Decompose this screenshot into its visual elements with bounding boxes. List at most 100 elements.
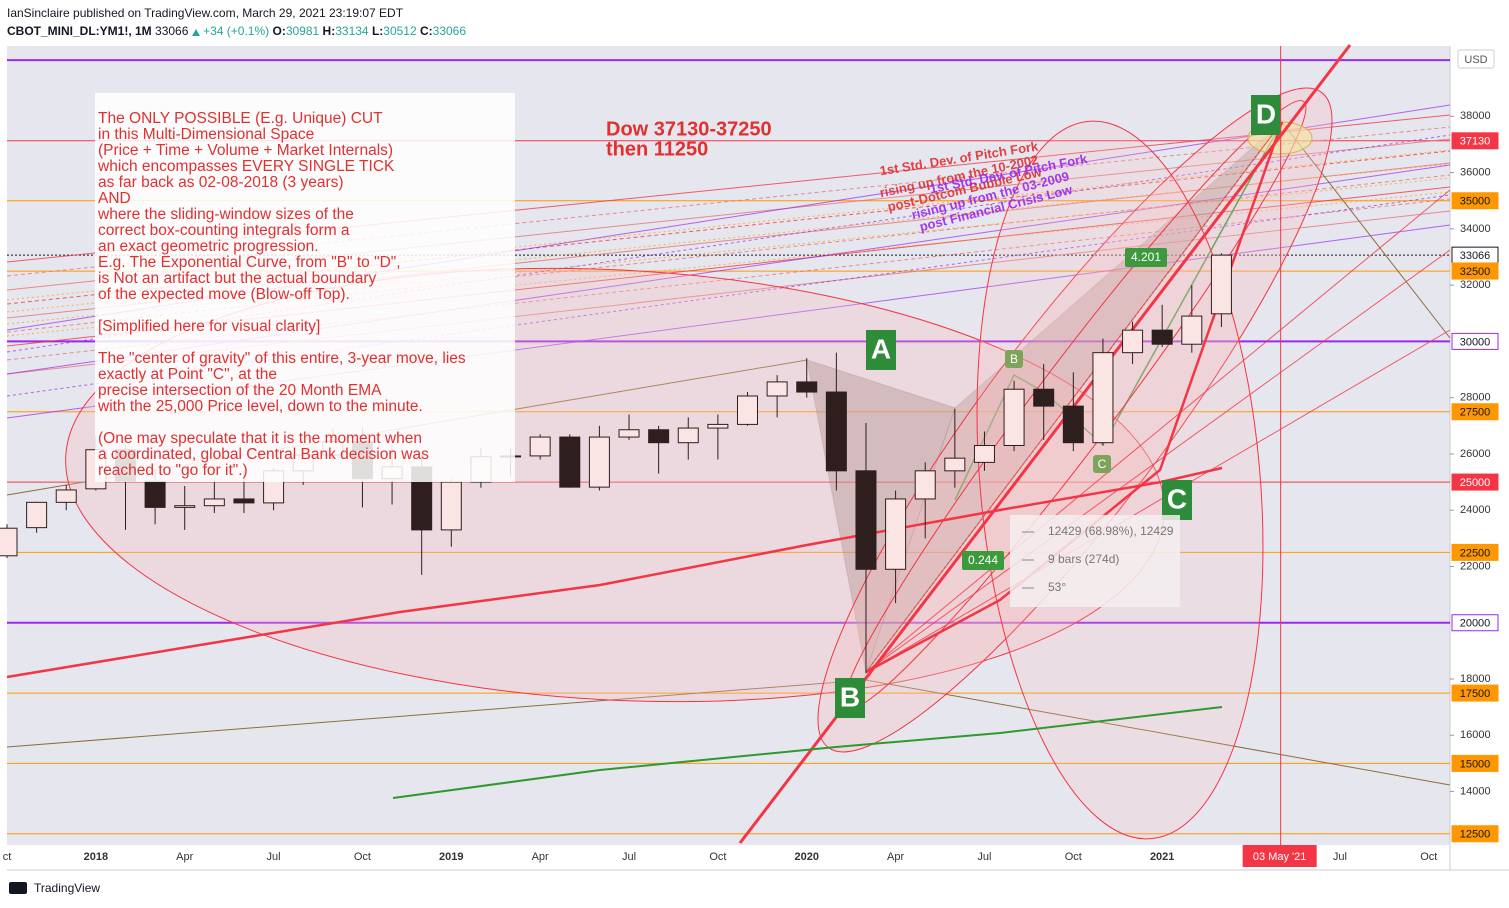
x-tick-label: Oct bbox=[709, 851, 726, 863]
measure-label: 9 bars (274d) bbox=[1048, 552, 1119, 566]
note-line: (Price + Time + Volume + Market Internal… bbox=[98, 142, 393, 159]
candle-body bbox=[737, 395, 758, 425]
price-axis bbox=[1450, 46, 1509, 870]
note-line: is Not an artifact but the actual bounda… bbox=[98, 270, 377, 287]
candle-body bbox=[796, 381, 818, 393]
drawing-line bbox=[865, 249, 1451, 673]
candle-body bbox=[677, 427, 699, 444]
candle-body bbox=[440, 481, 462, 531]
y-tick-label: 28000 bbox=[1460, 392, 1491, 404]
note-line: precise intersection of the 20 Month EMA bbox=[98, 382, 382, 399]
level-label-box bbox=[1451, 262, 1499, 280]
level-label: 27500 bbox=[1460, 407, 1491, 419]
o-value: 30981 bbox=[285, 24, 320, 38]
point-label: D bbox=[1256, 98, 1276, 129]
candle-body bbox=[1210, 254, 1232, 315]
measure-label: 12429 (68.98%), 12429 bbox=[1048, 524, 1174, 538]
published-line: IanSinclaire published on TradingView.co… bbox=[7, 6, 404, 20]
currency-box bbox=[1457, 49, 1495, 69]
point-label: A bbox=[871, 333, 891, 364]
level-label-box bbox=[1451, 132, 1499, 150]
level-label: 32500 bbox=[1460, 266, 1491, 278]
level-label-box bbox=[1451, 825, 1499, 843]
footer-brand: TradingView bbox=[34, 881, 100, 895]
y-tick-label: 18000 bbox=[1460, 673, 1491, 685]
drawing-line bbox=[392, 706, 1223, 799]
candle-body bbox=[944, 457, 966, 472]
y-tick-label: 22000 bbox=[1460, 560, 1491, 572]
last-price: 33066 bbox=[155, 24, 189, 38]
point-box bbox=[1251, 95, 1281, 135]
candle-body bbox=[973, 445, 995, 463]
level-label: 20000 bbox=[1460, 618, 1491, 630]
y-tick-label: 24000 bbox=[1460, 504, 1491, 516]
level-label-box bbox=[1451, 754, 1499, 772]
note-line: as far back as 02-08-2018 (3 years) bbox=[98, 174, 344, 191]
h-value: 33134 bbox=[335, 24, 369, 38]
candle-body bbox=[26, 501, 48, 529]
candle-body bbox=[766, 381, 788, 397]
ratio-box bbox=[1125, 248, 1167, 267]
ratio-label: 0.244 bbox=[968, 553, 998, 567]
candle-body bbox=[1033, 388, 1055, 407]
note-line: which encompasses EVERY SINGLE TICK bbox=[97, 158, 395, 175]
level-label: 37130 bbox=[1460, 136, 1491, 148]
y-tick-label: 36000 bbox=[1460, 167, 1491, 179]
note-line: [Simplified here for visual clarity] bbox=[98, 318, 320, 335]
x-tick-label: Jul bbox=[1333, 851, 1347, 863]
measure-label: 53° bbox=[1048, 580, 1066, 594]
candle-body bbox=[233, 498, 255, 504]
crosshair-label-box bbox=[1242, 845, 1317, 867]
x-tick-label: Oct bbox=[1065, 851, 1082, 863]
candle-body bbox=[529, 436, 551, 457]
x-tick-label: 2019 bbox=[439, 851, 463, 863]
note-box bbox=[95, 93, 515, 482]
level-label: 30000 bbox=[1460, 336, 1491, 348]
note-line: reached to "go for it".) bbox=[98, 462, 248, 479]
candle-body bbox=[174, 505, 196, 508]
note-line: The "center of gravity" of this entire, … bbox=[98, 350, 466, 367]
level-label-box bbox=[1451, 684, 1499, 702]
crosshair-label: 03 May '21 bbox=[1253, 851, 1306, 863]
pattern-point-box bbox=[1093, 455, 1111, 473]
candle-body bbox=[855, 470, 877, 570]
change: +34 (+0.1%) bbox=[203, 24, 270, 38]
note-line: in this Multi-Dimensional Space bbox=[98, 126, 314, 143]
level-label: 22500 bbox=[1460, 547, 1491, 559]
candle-body bbox=[0, 527, 18, 557]
drawing-line bbox=[865, 121, 1283, 673]
candle-body bbox=[648, 429, 670, 444]
note-line: The ONLY POSSIBLE (E.g. Unique) CUT bbox=[98, 110, 383, 127]
note-line: where the sliding-window sizes of the bbox=[97, 206, 354, 223]
candle-body bbox=[825, 391, 847, 472]
drawing-line bbox=[6, 466, 1223, 679]
x-tick-label: Apr bbox=[532, 851, 549, 863]
candle-body bbox=[559, 436, 581, 488]
candle-body bbox=[144, 480, 166, 508]
o-label: O: bbox=[272, 24, 286, 38]
y-tick-label: 26000 bbox=[1460, 448, 1491, 460]
point-box bbox=[835, 678, 865, 718]
point-label: B bbox=[840, 681, 860, 712]
c-label: C: bbox=[419, 24, 433, 38]
x-tick-label: 2021 bbox=[1150, 851, 1174, 863]
candle-body bbox=[1092, 352, 1114, 444]
drawing-line bbox=[1281, 121, 1451, 339]
y-tick-label: 38000 bbox=[1460, 110, 1491, 122]
point-box bbox=[1162, 480, 1192, 520]
drawing-line bbox=[865, 189, 1451, 673]
level-label: 17500 bbox=[1460, 688, 1491, 700]
note-line: (One may speculate that it is the moment… bbox=[98, 430, 422, 447]
target-label: then 11250 bbox=[606, 138, 708, 160]
symbol-line: CBOT_MINI_DL:YM1!, 1M 33066 +34 (+0.1%) … bbox=[7, 22, 466, 40]
x-tick-label: Jul bbox=[267, 851, 281, 863]
h-label: H: bbox=[322, 24, 336, 38]
candle-body bbox=[1122, 329, 1144, 354]
y-tick-label: 14000 bbox=[1460, 785, 1491, 797]
header: IanSinclaire published on TradingView.co… bbox=[7, 4, 466, 40]
note-line: an exact geometric progression. bbox=[98, 238, 319, 255]
symbol: CBOT_MINI_DL:YM1!, 1M bbox=[7, 24, 152, 38]
y-tick-label: 32000 bbox=[1460, 279, 1491, 291]
